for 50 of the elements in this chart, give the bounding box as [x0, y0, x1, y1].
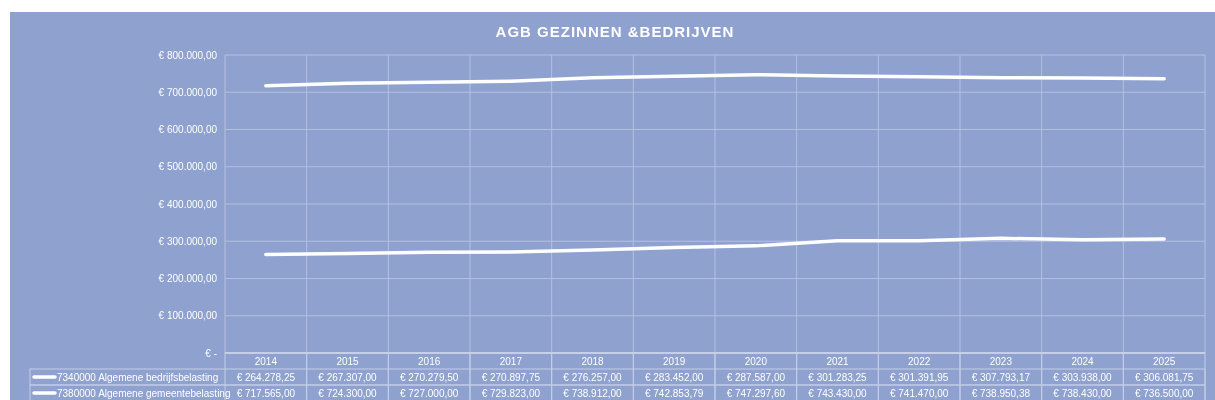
data-label: € 736.500,00: [1134, 387, 1194, 399]
data-label: € 283.452,00: [644, 371, 704, 383]
data-label: € 738.950,38: [971, 387, 1031, 399]
data-label: € 267.307,00: [318, 371, 378, 383]
data-label: € 717.565,00: [236, 387, 296, 399]
x-tick-label: 2024: [1071, 355, 1095, 367]
data-label: € 741.470,00: [889, 387, 949, 399]
data-label: € 729.823,00: [481, 387, 541, 399]
x-tick-label: 2023: [989, 355, 1013, 367]
legend-label: 7340000 Algemene bedrijfsbelasting: [57, 371, 219, 383]
data-label: € 727.000,00: [399, 387, 459, 399]
y-tick-label: € -: [205, 347, 217, 359]
y-tick-label: € 300.000,00: [158, 235, 218, 247]
data-label: € 306.081,75: [1134, 371, 1194, 383]
x-tick-label: 2018: [581, 355, 605, 367]
x-tick-label: 2016: [418, 355, 441, 367]
data-label: € 303.938,00: [1053, 371, 1113, 383]
data-label: € 287.587,00: [726, 371, 786, 383]
data-label: € 270.279,50: [399, 371, 459, 383]
data-label: € 301.391,95: [889, 371, 949, 383]
chart-title: AGB GEZINNEN &BEDRIJVEN: [495, 23, 735, 40]
legend-label: 7380000 Algemene gemeentebelasting: [57, 387, 231, 399]
data-label: € 742.853,79: [644, 387, 704, 399]
x-tick-label: 2020: [744, 355, 768, 367]
data-label: € 724.300,00: [318, 387, 378, 399]
y-tick-label: € 500.000,00: [158, 161, 218, 173]
y-tick-label: € 800.000,00: [158, 49, 218, 61]
data-label: € 270.897,75: [481, 371, 541, 383]
line-series: [264, 236, 1166, 257]
y-tick-label: € 600.000,00: [158, 124, 218, 135]
data-label: € 264.278,25: [236, 371, 296, 383]
x-tick-label: 2015: [336, 355, 360, 367]
x-tick-label: 2022: [908, 355, 931, 367]
data-label: € 301.283,25: [808, 371, 868, 383]
data-label: € 276.257,00: [563, 371, 623, 383]
data-label: € 743.430,00: [808, 387, 868, 399]
data-label: € 747.297,60: [726, 387, 786, 399]
data-label: € 738.912,00: [563, 387, 623, 399]
data-label: € 738.430,00: [1053, 387, 1113, 399]
x-tick-label: 2021: [826, 355, 850, 367]
x-tick-label: 2025: [1153, 355, 1176, 367]
data-label: € 307.793,17: [971, 371, 1031, 383]
line-series: [264, 72, 1166, 88]
x-tick-label: 2017: [499, 355, 523, 367]
x-tick-label: 2019: [663, 355, 686, 367]
y-tick-label: € 200.000,00: [158, 273, 218, 284]
y-tick-label: € 700.000,00: [158, 86, 218, 98]
y-tick-label: € 100.000,00: [158, 310, 218, 322]
y-tick-label: € 400.000,00: [158, 198, 218, 210]
x-tick-label: 2014: [254, 355, 278, 367]
